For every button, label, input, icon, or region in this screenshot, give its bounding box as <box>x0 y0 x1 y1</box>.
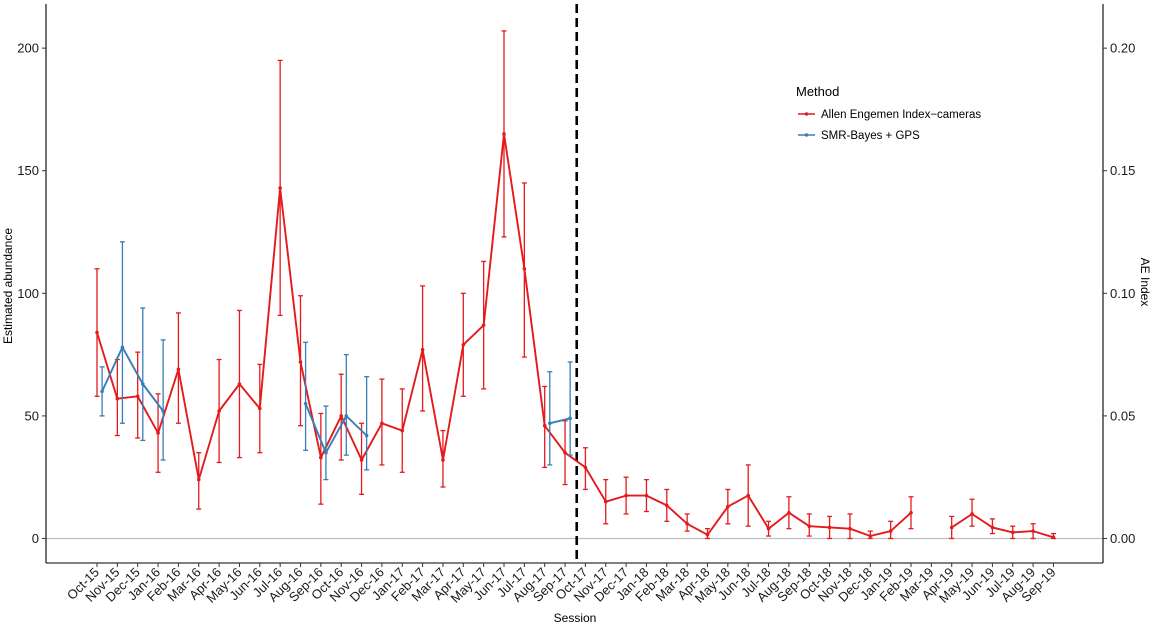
y2-tick-label: 0.05 <box>1110 408 1135 423</box>
data-point <box>196 477 201 482</box>
series-line <box>549 417 571 425</box>
data-point <box>563 450 567 455</box>
y2-axis-title: AE Index <box>1138 258 1152 307</box>
data-point <box>400 428 405 433</box>
data-point <box>303 401 308 406</box>
data-point <box>339 414 344 418</box>
data-point <box>807 524 812 529</box>
data-point <box>258 406 262 411</box>
legend-marker-aei <box>804 112 809 116</box>
data-point <box>461 342 466 347</box>
data-point <box>380 421 384 426</box>
data-point <box>665 503 669 508</box>
data-point <box>568 416 572 421</box>
data-point <box>298 360 303 364</box>
data-point <box>827 525 832 530</box>
series-layer <box>94 30 1056 540</box>
data-point <box>1010 530 1015 535</box>
axes <box>42 4 1107 567</box>
series-line <box>101 346 164 412</box>
data-point <box>364 433 369 438</box>
data-point <box>359 458 364 462</box>
legend-item-aei: Allen Engemen Index−cameras <box>798 109 981 121</box>
data-point <box>237 382 242 386</box>
data-point <box>319 455 323 460</box>
data-point <box>176 367 181 372</box>
data-point <box>278 186 282 190</box>
y-tick-label: 200 <box>17 41 39 56</box>
data-point <box>156 431 160 435</box>
data-point <box>787 510 791 515</box>
data-point <box>868 534 873 538</box>
data-point <box>1051 535 1056 540</box>
data-point <box>705 533 710 537</box>
data-point <box>441 458 445 462</box>
x-axis-title: Session <box>554 611 597 625</box>
y-tick-label: 0 <box>32 531 39 546</box>
data-point <box>95 330 99 335</box>
data-point <box>970 512 974 516</box>
data-point <box>746 493 750 498</box>
data-point <box>420 347 425 352</box>
series-aei <box>94 30 1056 540</box>
data-point <box>1031 529 1035 533</box>
y2-tick-label: 0.00 <box>1110 531 1135 546</box>
data-point <box>547 421 552 426</box>
y-tick-label: 150 <box>17 163 39 178</box>
series-line <box>304 403 368 454</box>
data-point <box>542 423 547 428</box>
data-point <box>583 465 588 470</box>
data-point <box>161 409 165 413</box>
data-point <box>888 529 893 533</box>
data-point <box>990 525 995 530</box>
legend-item-smr: SMR-Bayes + GPS <box>798 130 920 142</box>
series-smr <box>99 241 573 481</box>
data-point <box>909 510 913 515</box>
legend-label-aei: Allen Engemen Index−cameras <box>821 109 981 121</box>
legend-label-smr: SMR-Bayes + GPS <box>821 130 920 142</box>
data-point <box>217 409 221 413</box>
data-point <box>603 499 608 504</box>
data-point <box>624 493 628 498</box>
data-point <box>100 389 104 394</box>
legend: Method Allen Engemen Index−cameras SMR-B… <box>796 84 981 142</box>
data-point <box>120 345 125 350</box>
data-point <box>481 323 486 327</box>
y2-tick-label: 0.10 <box>1110 286 1135 301</box>
data-point <box>522 266 527 271</box>
y2-tick-label: 0.15 <box>1110 163 1135 178</box>
y-axis-title: Estimated abundance <box>1 228 15 344</box>
y-tick-label: 50 <box>25 408 39 423</box>
y-tick-label: 100 <box>17 286 39 301</box>
data-point <box>344 414 349 418</box>
data-point <box>685 521 689 526</box>
data-point <box>766 526 771 531</box>
data-point <box>140 382 145 386</box>
data-point <box>949 525 954 530</box>
data-point <box>848 526 852 531</box>
legend-title: Method <box>796 84 839 99</box>
data-point <box>135 394 140 399</box>
data-point <box>644 493 649 498</box>
series-line <box>951 513 1054 539</box>
data-point <box>726 504 730 509</box>
legend-marker-smr <box>804 133 809 137</box>
data-point <box>502 132 506 136</box>
data-point <box>115 396 120 401</box>
y2-tick-label: 0.20 <box>1110 41 1135 56</box>
data-point <box>324 450 328 455</box>
